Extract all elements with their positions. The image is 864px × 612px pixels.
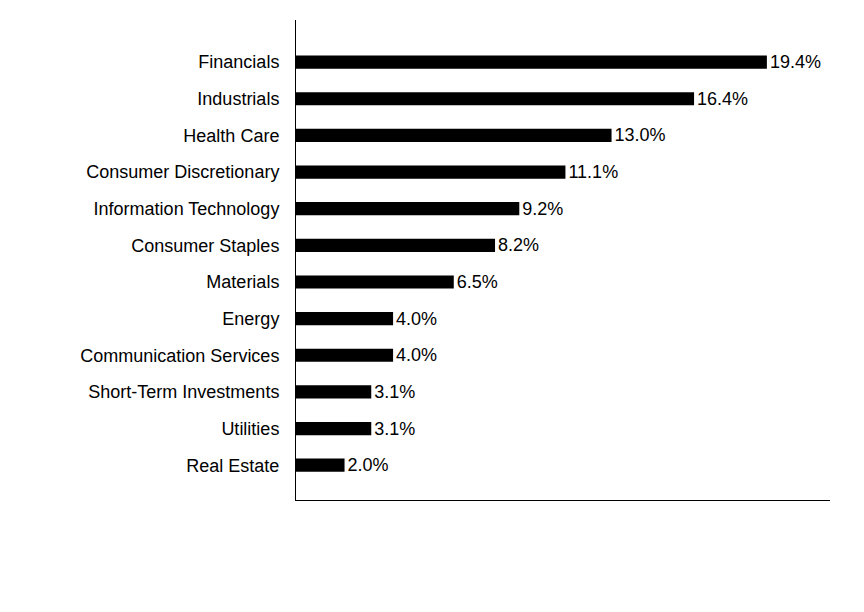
- svg-text:Financials: Financials: [198, 52, 279, 72]
- svg-text:16.4%: 16.4%: [697, 89, 748, 109]
- svg-text:8.2%: 8.2%: [498, 235, 539, 255]
- svg-text:13.0%: 13.0%: [615, 125, 666, 145]
- svg-text:Information Technology: Information Technology: [94, 199, 280, 219]
- svg-text:4.0%: 4.0%: [396, 345, 437, 365]
- svg-text:Communication Services: Communication Services: [80, 346, 279, 366]
- svg-text:2.0%: 2.0%: [348, 455, 389, 475]
- svg-text:Real Estate: Real Estate: [186, 455, 279, 475]
- svg-text:Industrials: Industrials: [197, 89, 279, 109]
- svg-text:Health Care: Health Care: [183, 126, 279, 146]
- svg-text:11.1%: 11.1%: [568, 162, 618, 182]
- svg-text:Energy: Energy: [222, 309, 279, 329]
- svg-text:Utilities: Utilities: [221, 419, 279, 439]
- svg-text:3.1%: 3.1%: [374, 382, 415, 402]
- svg-text:Consumer Staples: Consumer Staples: [131, 236, 279, 256]
- svg-text:Short-Term Investments: Short-Term Investments: [88, 382, 279, 402]
- svg-text:3.1%: 3.1%: [374, 419, 415, 439]
- svg-text:Materials: Materials: [206, 272, 279, 292]
- svg-text:4.0%: 4.0%: [396, 309, 437, 329]
- svg-text:9.2%: 9.2%: [522, 199, 563, 219]
- svg-text:6.5%: 6.5%: [457, 272, 498, 292]
- svg-text:19.4%: 19.4%: [770, 52, 821, 72]
- svg-text:Consumer Discretionary: Consumer Discretionary: [86, 162, 279, 182]
